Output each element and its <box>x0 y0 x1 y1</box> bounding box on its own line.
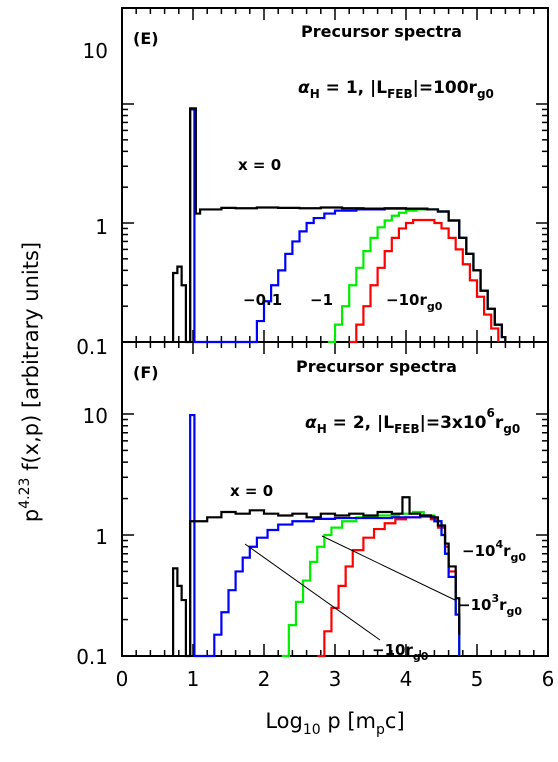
series-f-3 <box>317 514 461 658</box>
panel-f-title: Precursor spectra <box>296 357 457 376</box>
series-f-0 <box>172 496 461 658</box>
panel-e-title: Precursor spectra <box>301 22 462 41</box>
panel-f-label-x0: x = 0 <box>230 482 273 500</box>
panel-e-label-10rg0: −10rg0 <box>386 291 443 313</box>
y-tick-label-e-1: 1 <box>95 215 108 239</box>
ticks-layer <box>121 8 549 657</box>
panel-e-label-0.1: −0.1 <box>243 291 282 309</box>
panel-f-letter: (F) <box>133 363 159 382</box>
y-tick-label-f-1: 1 <box>95 525 108 549</box>
leader-line-10rg0 <box>244 543 381 641</box>
series-f-2 <box>281 510 461 658</box>
x-tick-label-1: 1 <box>187 667 200 691</box>
y-tick-label-f-0.1: 0.1 <box>76 645 108 669</box>
y-axis-title: p4.23 f(x,p) [arbitrary units] <box>17 242 43 522</box>
x-tick-label-5: 5 <box>471 667 484 691</box>
series-e-3 <box>349 218 500 344</box>
panel-f-label-10-4rg0: −104rg0 <box>462 538 526 564</box>
panel-f-label-10rg0: −10rg0 <box>372 641 429 663</box>
x-tick-label-0: 0 <box>116 667 129 691</box>
x-axis-title: Log10 p [mpc] <box>265 709 404 738</box>
panel-f-params: αH = 2, |LFEB|=3x106rg0 <box>305 406 520 436</box>
leader-lines <box>244 535 456 641</box>
x-tick-label-3: 3 <box>329 667 342 691</box>
panel-e-letter: (E) <box>133 29 159 48</box>
x-tick-label-2: 2 <box>258 667 271 691</box>
panel-e-label-x0: x = 0 <box>238 156 281 174</box>
series-layer <box>172 107 507 658</box>
y-tick-label-f-10: 10 <box>83 404 108 428</box>
series-e-0 <box>172 107 507 344</box>
y-tick-label-e-0.1: 0.1 <box>76 335 108 359</box>
x-tick-label-6: 6 <box>542 667 555 691</box>
x-tick-label-4: 4 <box>400 667 413 691</box>
panel-e-label-1: −1 <box>310 291 333 309</box>
panel-f-label-10-3rg0: −103rg0 <box>458 592 522 618</box>
y-tick-label-e-10: 10 <box>83 39 108 63</box>
leader-line-10-3rg0 <box>321 535 456 601</box>
series-f-1 <box>189 413 461 658</box>
panel-e-params: αH = 1, |LFEB|=100rg0 <box>298 78 494 101</box>
series-e-2 <box>327 208 507 344</box>
